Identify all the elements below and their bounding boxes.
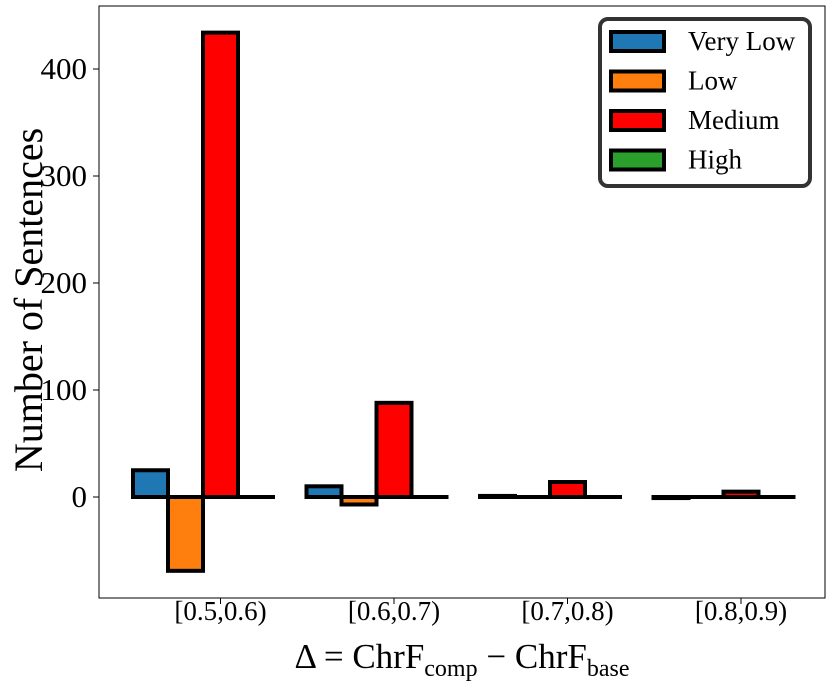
legend: Very Low Low Medium High <box>598 17 812 188</box>
y-tick-label: 100 <box>41 372 88 407</box>
x-label-middle: − ChrF <box>478 637 587 676</box>
bar-very-low-2 <box>478 493 517 499</box>
x-tick-label: [0.5,0.6) <box>174 596 266 626</box>
bar-medium-0 <box>201 30 240 500</box>
legend-label: Medium <box>688 105 780 135</box>
bar-very-low-3 <box>651 495 691 501</box>
bar-medium-3 <box>721 489 761 499</box>
bar-low-1 <box>339 495 379 507</box>
legend-label: Low <box>688 66 738 96</box>
bar-low-0 <box>166 495 205 573</box>
legend-swatch-low <box>609 69 666 93</box>
legend-swatch-very-low <box>609 30 666 53</box>
y-axis: 0 100 200 300 400 <box>41 51 99 514</box>
bars-group <box>131 30 796 573</box>
x-label-sub2: base <box>587 656 630 682</box>
plot-frame <box>98 5 826 599</box>
y-tick-label: 300 <box>41 158 88 193</box>
x-axis-label: Δ = ChrFcomp − ChrFbase <box>295 637 630 682</box>
legend-swatch-high <box>609 148 666 172</box>
x-label-sub1: comp <box>424 656 477 682</box>
legend-box <box>598 17 812 188</box>
x-tick-label: [0.6,0.7) <box>348 596 440 626</box>
bar-medium-1 <box>374 400 414 499</box>
y-tick-label: 400 <box>41 51 88 86</box>
bar-medium-2 <box>548 480 587 499</box>
legend-label: Very Low <box>688 26 796 56</box>
x-tick-label: [0.8,0.9) <box>695 596 787 626</box>
legend-swatch-medium <box>609 109 666 132</box>
y-axis-label: Number of Sentences <box>6 128 51 472</box>
bar-very-low-1 <box>304 484 344 499</box>
x-axis: [0.5,0.6) [0.6,0.7) [0.7,0.8) [0.8,0.9) <box>174 596 787 626</box>
bar-very-low-0 <box>131 468 170 499</box>
y-tick-label: 200 <box>41 265 88 300</box>
x-label-prefix: Δ = ChrF <box>295 637 425 676</box>
legend-label: High <box>688 145 743 175</box>
x-tick-label: [0.7,0.8) <box>521 596 613 626</box>
y-tick-label: 0 <box>72 479 88 514</box>
